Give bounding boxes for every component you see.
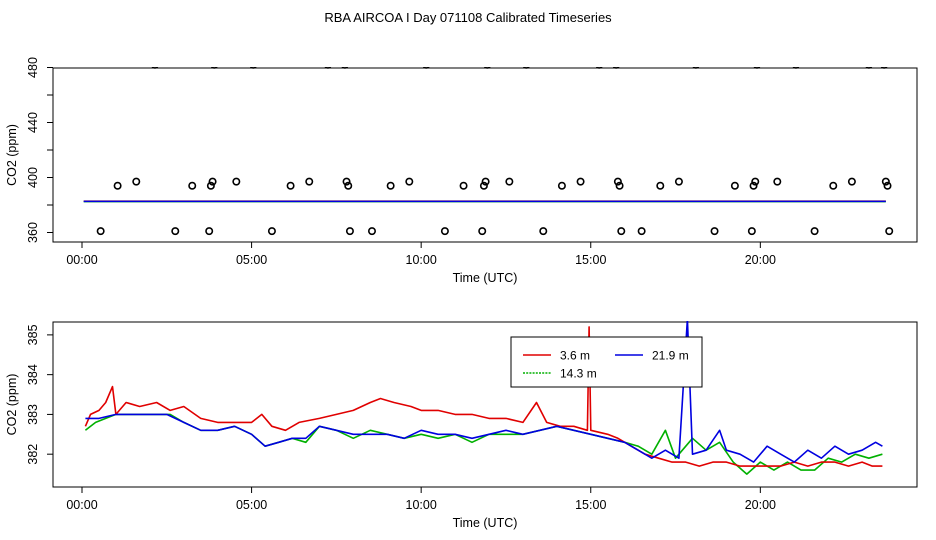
data-point	[880, 67, 888, 69]
x-tick-label: 00:00	[66, 253, 97, 267]
data-point	[883, 181, 892, 190]
data-point	[557, 181, 566, 190]
y-tick-label: 400	[26, 167, 40, 188]
data-point	[210, 67, 218, 69]
data-point	[847, 177, 856, 186]
y-axis-label: CO2 (ppm)	[5, 374, 19, 436]
data-point	[810, 227, 819, 236]
data-point	[753, 67, 761, 69]
data-point	[612, 67, 620, 69]
data-point	[881, 177, 890, 186]
data-point	[483, 67, 491, 69]
data-point	[749, 181, 758, 190]
x-tick-label: 05:00	[236, 498, 267, 512]
series-line-14-3m	[84, 413, 883, 475]
x-tick-label: 20:00	[745, 253, 776, 267]
x-axis-label: Time (UTC)	[453, 516, 518, 530]
data-point	[232, 177, 241, 186]
x-tick-label: 20:00	[745, 498, 776, 512]
data-point	[865, 67, 873, 69]
data-point	[829, 181, 838, 190]
data-point	[405, 177, 414, 186]
data-point	[344, 181, 353, 190]
data-point	[440, 227, 449, 236]
y-tick-label: 385	[26, 324, 40, 345]
data-point	[637, 227, 646, 236]
legend-label: 14.3 m	[560, 367, 597, 381]
legend: 3.6 m 21.9 m 14.3 m	[510, 336, 703, 388]
data-point	[324, 67, 332, 69]
top-panel: 00:00 05:00 10:00 15:00 20:00 Time (UTC) 360 40…	[5, 57, 918, 285]
y-tick-label: 360	[26, 222, 40, 243]
data-point	[576, 177, 585, 186]
data-point	[206, 181, 215, 190]
x-tick-label: 15:00	[575, 498, 606, 512]
x-tick-label: 10:00	[406, 253, 437, 267]
y-tick-label: 384	[26, 364, 40, 385]
data-point	[481, 177, 490, 186]
x-tick-label: 00:00	[66, 498, 97, 512]
data-point	[286, 181, 295, 190]
data-point	[674, 177, 683, 186]
data-point	[345, 227, 354, 236]
data-point	[171, 227, 180, 236]
series-line-3-6m	[84, 326, 883, 467]
data-point	[479, 181, 488, 190]
data-point	[208, 177, 217, 186]
data-point	[615, 181, 624, 190]
data-point	[113, 181, 122, 190]
data-point	[505, 177, 514, 186]
data-point	[773, 177, 782, 186]
data-point	[188, 181, 197, 190]
data-point	[595, 67, 603, 69]
data-point	[885, 227, 894, 236]
data-point	[132, 177, 141, 186]
data-point	[523, 67, 530, 69]
data-point	[617, 227, 626, 236]
y-axis-label: CO2 (ppm)	[5, 124, 19, 186]
data-point	[613, 177, 622, 186]
data-point	[341, 67, 349, 69]
data-point	[386, 181, 395, 190]
data-point	[730, 181, 739, 190]
plot-frame	[52, 321, 918, 488]
data-point	[792, 67, 800, 69]
data-point	[249, 67, 257, 69]
data-point	[751, 177, 760, 186]
data-point	[342, 177, 351, 186]
chart-title: RBA AIRCOA I Day 071108 Calibrated Times…	[324, 10, 612, 25]
data-point	[367, 227, 376, 236]
data-point	[478, 227, 487, 236]
x-tick-label: 15:00	[575, 253, 606, 267]
x-axis-label: Time (UTC)	[453, 271, 518, 285]
plot-frame	[52, 67, 918, 243]
legend-label: 3.6 m	[560, 349, 590, 363]
data-point	[422, 67, 430, 69]
legend-label: 21.9 m	[652, 349, 689, 363]
data-point	[267, 227, 276, 236]
data-point	[539, 227, 548, 236]
series-line-21-9m	[85, 321, 883, 463]
y-tick-label: 480	[26, 57, 40, 78]
data-point	[459, 181, 468, 190]
data-point	[710, 227, 719, 236]
legend-box	[510, 336, 703, 388]
data-point	[151, 67, 159, 69]
x-tick-label: 05:00	[236, 253, 267, 267]
data-point	[205, 227, 214, 236]
data-point	[96, 227, 105, 236]
data-point	[692, 67, 700, 69]
x-tick-label: 10:00	[406, 498, 437, 512]
data-point	[747, 227, 756, 236]
bottom-panel: 00:00 05:00 10:00 15:00 20:00 Time (UTC) 382 38…	[5, 321, 918, 530]
y-tick-label: 383	[26, 404, 40, 425]
y-tick-label: 382	[26, 444, 40, 465]
y-tick-label: 440	[26, 112, 40, 133]
data-point	[305, 177, 314, 186]
data-point	[656, 181, 665, 190]
